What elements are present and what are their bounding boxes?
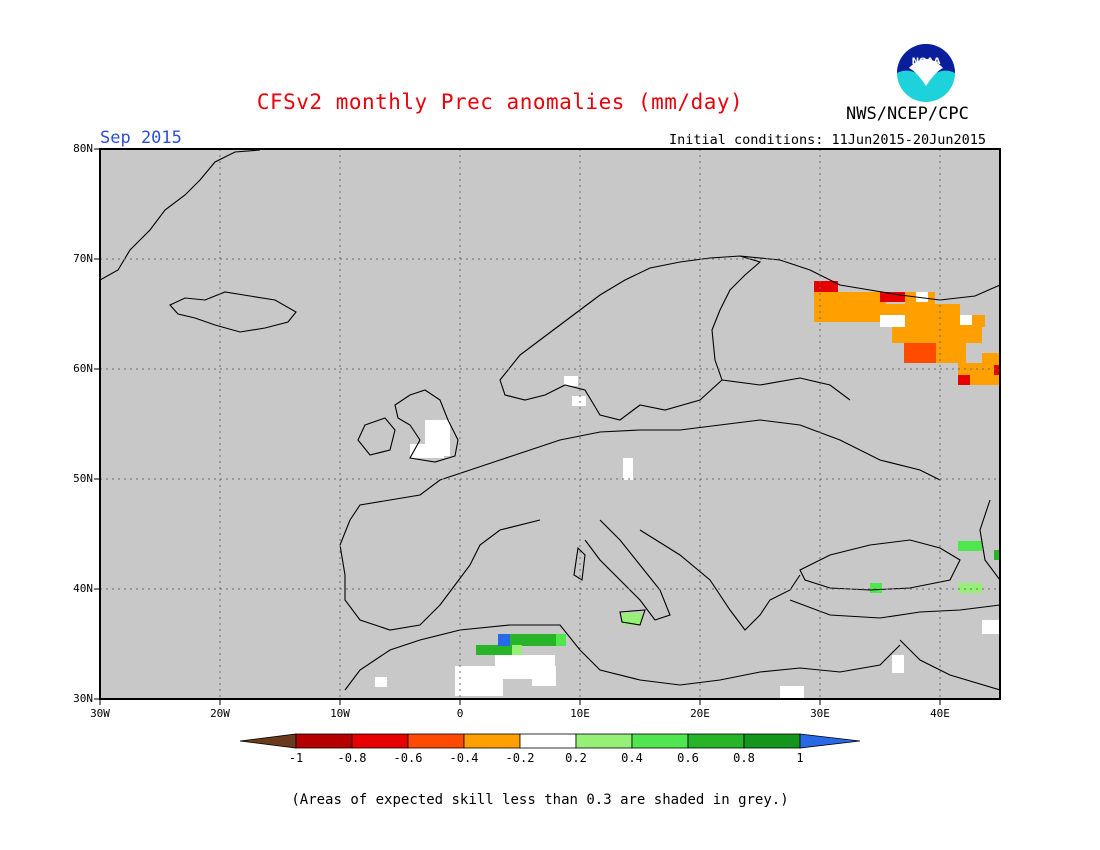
lat-label: 70N — [73, 252, 93, 265]
colorbar-label: 1 — [796, 751, 804, 765]
agency-label: NWS/NCEP/CPC — [846, 104, 969, 124]
lon-label: 10E — [570, 707, 590, 720]
colorbar-swatch — [239, 733, 297, 749]
axis-ticks — [94, 148, 941, 705]
map-frame — [99, 148, 1001, 700]
colorbar-label: -0.4 — [449, 751, 479, 765]
lat-label: 60N — [73, 362, 93, 375]
skill-footnote: (Areas of expected skill less than 0.3 a… — [291, 792, 789, 808]
colorbar-label: 0.2 — [565, 751, 587, 765]
lat-label: 30N — [73, 692, 93, 705]
coastlines — [100, 149, 1000, 691]
colorbar-swatch — [295, 733, 353, 749]
anomaly-cells — [375, 281, 1000, 699]
colorbar-swatch — [799, 733, 861, 749]
noaa-logo: NOAA — [897, 44, 955, 102]
colorbar-swatch — [463, 733, 521, 749]
colorbar-label: -1 — [288, 751, 304, 765]
colorbar-label: -0.6 — [393, 751, 423, 765]
colorbar-swatch — [687, 733, 745, 749]
lat-label: 40N — [73, 582, 93, 595]
colorbar-label: -0.8 — [337, 751, 367, 765]
colorbar-swatch — [407, 733, 465, 749]
colorbar-swatch — [519, 733, 577, 749]
colorbar-swatch — [743, 733, 801, 749]
noaa-logo-text: NOAA — [912, 57, 941, 67]
lat-label: 50N — [73, 472, 93, 485]
initial-conditions-label: Initial conditions: 11Jun2015-20Jun2015 — [669, 132, 986, 148]
lon-label: 20W — [210, 707, 230, 720]
lon-label: 20E — [690, 707, 710, 720]
colorbar — [239, 733, 861, 749]
colorbar-label: 0.8 — [733, 751, 755, 765]
lat-label: 80N — [73, 142, 93, 155]
colorbar-swatch — [631, 733, 689, 749]
lon-label: 10W — [330, 707, 350, 720]
colorbar-swatch — [575, 733, 633, 749]
colorbar-label: -0.2 — [505, 751, 535, 765]
lon-label: 0 — [456, 707, 464, 720]
lon-label: 30W — [90, 707, 110, 720]
colorbar-label: 0.4 — [621, 751, 643, 765]
colorbar-label: 0.6 — [677, 751, 699, 765]
colorbar-swatch — [351, 733, 409, 749]
lon-label: 40E — [930, 707, 950, 720]
lon-label: 30E — [810, 707, 830, 720]
gridlines — [100, 149, 1000, 699]
chart-title: CFSv2 monthly Prec anomalies (mm/day) — [256, 90, 744, 114]
forecast-period: Sep 2015 — [100, 128, 182, 148]
map-background — [100, 149, 1000, 699]
